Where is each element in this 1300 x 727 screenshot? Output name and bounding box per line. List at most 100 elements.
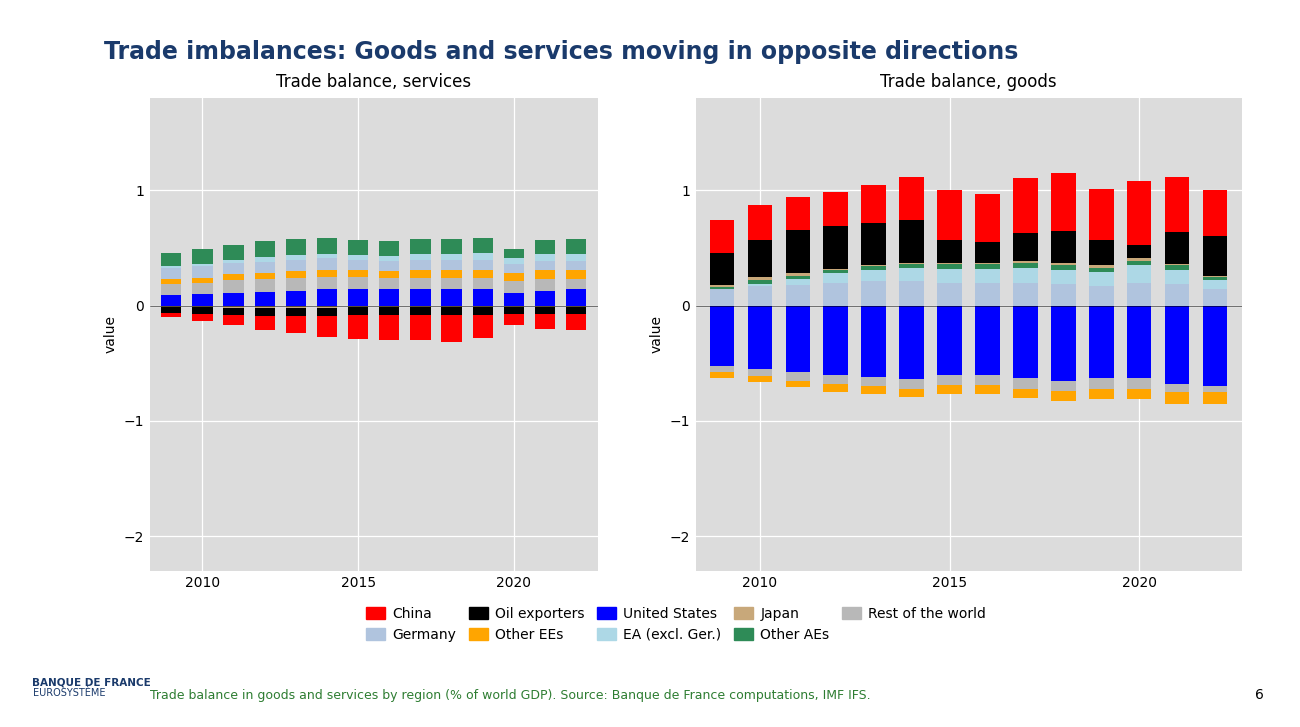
Bar: [1165, 265, 1190, 270]
Bar: [785, 380, 810, 387]
Bar: [900, 379, 924, 389]
Bar: [1013, 378, 1037, 389]
Bar: [710, 287, 734, 289]
Bar: [286, 308, 306, 316]
Bar: [1127, 283, 1152, 305]
Bar: [534, 254, 555, 261]
Bar: [747, 284, 772, 286]
Bar: [534, 291, 555, 305]
Bar: [224, 308, 243, 315]
Bar: [862, 265, 887, 266]
Text: BANQUE DE FRANCE: BANQUE DE FRANCE: [32, 677, 151, 687]
Bar: [161, 266, 182, 268]
Bar: [1089, 272, 1114, 286]
Bar: [900, 220, 924, 263]
Bar: [380, 315, 399, 340]
Bar: [1089, 378, 1114, 389]
Bar: [411, 238, 430, 254]
Bar: [1165, 270, 1190, 284]
Bar: [1050, 173, 1075, 230]
Bar: [1202, 305, 1227, 386]
Bar: [1127, 258, 1152, 261]
Bar: [286, 316, 306, 333]
Bar: [1165, 264, 1190, 265]
Bar: [1089, 389, 1114, 399]
Bar: [862, 185, 887, 222]
Bar: [348, 315, 368, 339]
Bar: [937, 385, 962, 394]
Title: Trade balance, goods: Trade balance, goods: [880, 73, 1057, 91]
Bar: [192, 278, 213, 283]
Bar: [1050, 230, 1075, 263]
Bar: [192, 294, 213, 305]
Bar: [224, 263, 243, 275]
Bar: [710, 285, 734, 287]
Bar: [747, 205, 772, 240]
Bar: [442, 238, 462, 254]
Bar: [192, 313, 213, 321]
Bar: [1165, 392, 1190, 403]
Bar: [411, 315, 430, 340]
Bar: [411, 254, 430, 260]
Bar: [937, 305, 962, 374]
Bar: [348, 270, 368, 277]
Bar: [161, 305, 182, 307]
Bar: [473, 305, 493, 307]
Bar: [900, 177, 924, 220]
Bar: [255, 308, 274, 316]
Bar: [900, 264, 924, 268]
Bar: [710, 305, 734, 366]
Bar: [1127, 261, 1152, 265]
Bar: [937, 263, 962, 264]
Bar: [975, 242, 1000, 263]
Bar: [566, 289, 586, 305]
Bar: [1050, 391, 1075, 401]
Bar: [192, 264, 213, 266]
Bar: [1050, 284, 1075, 305]
Bar: [317, 308, 337, 316]
Bar: [1089, 240, 1114, 265]
Bar: [1050, 263, 1075, 265]
Text: 6: 6: [1254, 688, 1264, 702]
Bar: [380, 305, 399, 307]
Bar: [1127, 305, 1152, 378]
Bar: [411, 260, 430, 270]
Text: Trade balance in goods and services by region (% of world GDP). Source: Banque d: Trade balance in goods and services by r…: [150, 688, 870, 702]
Bar: [224, 280, 243, 293]
Bar: [1202, 392, 1227, 403]
Bar: [161, 279, 182, 284]
Bar: [1050, 305, 1075, 380]
Bar: [1013, 283, 1037, 305]
Bar: [192, 283, 213, 294]
Bar: [1050, 265, 1075, 270]
Bar: [473, 260, 493, 270]
Bar: [161, 295, 182, 305]
Bar: [710, 289, 734, 305]
Bar: [255, 257, 274, 262]
Bar: [1202, 386, 1227, 392]
Bar: [1013, 389, 1037, 398]
Bar: [566, 270, 586, 279]
Bar: [504, 249, 524, 258]
Bar: [442, 254, 462, 260]
Bar: [1013, 261, 1037, 263]
Bar: [380, 261, 399, 271]
Bar: [286, 238, 306, 255]
Bar: [348, 307, 368, 315]
Bar: [1089, 268, 1114, 272]
Bar: [348, 305, 368, 307]
Bar: [710, 220, 734, 252]
Bar: [862, 266, 887, 270]
Bar: [1127, 181, 1152, 244]
Bar: [566, 313, 586, 330]
Bar: [348, 277, 368, 289]
Bar: [1013, 263, 1037, 268]
Bar: [224, 260, 243, 263]
Bar: [975, 194, 1000, 242]
Bar: [1089, 189, 1114, 240]
Legend: China, Germany, Oil exporters, Other EEs, United States, EA (excl. Ger.), Japan,: China, Germany, Oil exporters, Other EEs…: [360, 601, 992, 647]
Bar: [348, 260, 368, 270]
Bar: [534, 270, 555, 279]
Bar: [566, 279, 586, 289]
Bar: [473, 278, 493, 289]
